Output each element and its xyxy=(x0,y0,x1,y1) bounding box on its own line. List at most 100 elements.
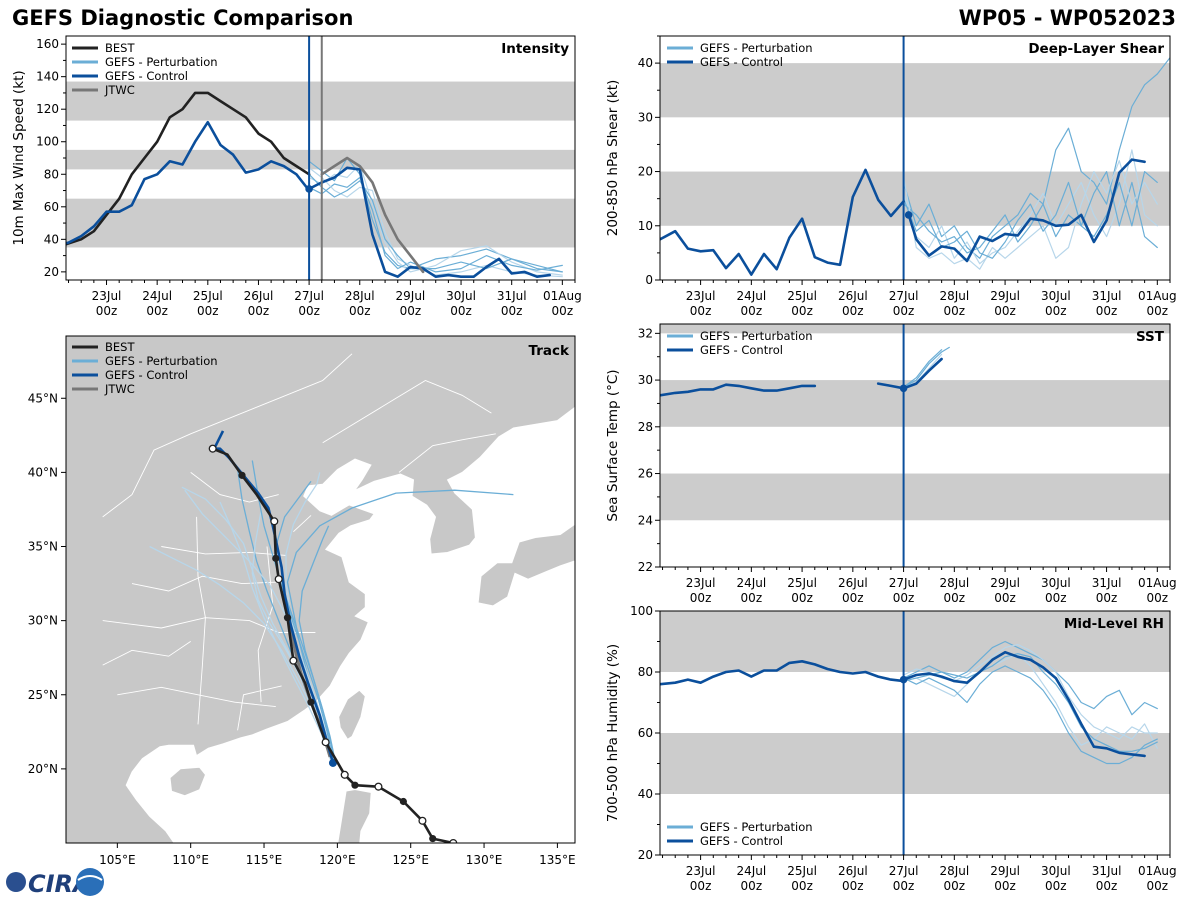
rh-legend-label-0: GEFS - Perturbation xyxy=(700,820,813,834)
intensity-legend-label-2: GEFS - Control xyxy=(105,69,188,83)
intensity-plot-area xyxy=(66,36,575,280)
map-hainan xyxy=(169,766,206,797)
map-boundary-8 xyxy=(102,353,353,518)
map-mainland xyxy=(66,336,575,843)
sst-xtick-hour: 00z xyxy=(994,591,1016,605)
rh-band-1 xyxy=(660,611,1170,672)
track-best-marker-filled-4 xyxy=(283,614,292,622)
intensity-band-2 xyxy=(66,81,575,121)
intensity-init-marker xyxy=(305,185,313,193)
shear-xtick-hour: 00z xyxy=(1147,304,1169,318)
intensity-ytick-label: 100 xyxy=(36,135,59,149)
intensity-xtick-day: 24Jul xyxy=(142,289,172,303)
track-best-marker-filled-5 xyxy=(272,554,280,562)
shear-xtick-day: 28Jul xyxy=(939,289,969,303)
track-best-marker-open-3 xyxy=(340,770,349,779)
shear-ytick-label: 0 xyxy=(645,273,653,287)
sst-xtick-hour: 00z xyxy=(842,591,864,605)
rh-xtick-hour: 00z xyxy=(1096,879,1118,893)
sst-legend-label-1: GEFS - Control xyxy=(700,343,783,357)
sst-ytick-label: 26 xyxy=(638,467,653,481)
track-legend-label-0: BEST xyxy=(105,340,135,354)
sst-band-0 xyxy=(660,473,1170,521)
track-best-marker-filled-2 xyxy=(351,781,359,789)
intensity-ytick-label: 40 xyxy=(44,232,59,246)
intensity-xtick-hour: 00z xyxy=(552,304,574,318)
shear-xtick-day: 27Jul xyxy=(889,289,919,303)
intensity-xtick-hour: 00z xyxy=(298,304,320,318)
sst-frame xyxy=(659,323,1171,568)
map-taiwan xyxy=(338,689,366,740)
sst-xtick-day: 26Jul xyxy=(838,576,868,590)
intensity-xtick-hour: 00z xyxy=(400,304,422,318)
track-best-marker-open-6 xyxy=(274,575,283,584)
track-panel-label: Track xyxy=(529,343,570,359)
rh-xtick-day: 24Jul xyxy=(736,864,766,878)
sst-xtick-hour: 00z xyxy=(1045,591,1067,605)
rh-legend-label-1: GEFS - Control xyxy=(700,834,783,848)
rh-xtick-day: 30Jul xyxy=(1041,864,1071,878)
sst-plot-area xyxy=(660,324,1170,567)
track-best-marker-open-2 xyxy=(374,782,383,791)
rh-series-perturbation-2 xyxy=(902,640,1158,716)
intensity-xtick-hour: 00z xyxy=(146,304,168,318)
storm-id-title: WP05 - WP052023 xyxy=(958,6,1176,30)
sst-xtick-hour: 00z xyxy=(893,591,915,605)
rh-xtick-day: 27Jul xyxy=(889,864,919,878)
rh-series-perturbation-4 xyxy=(902,665,1158,765)
cira-logo-wave xyxy=(77,875,103,881)
sst-series-perturbation-3 xyxy=(902,349,943,388)
sst-xtick-hour: 00z xyxy=(1147,591,1169,605)
rh-xtick-hour: 00z xyxy=(1147,879,1169,893)
rh-xtick-day: 29Jul xyxy=(990,864,1020,878)
sst-panel-label: SST xyxy=(1136,329,1165,345)
cira-logo-globe-right xyxy=(76,868,104,896)
map-boundary-4 xyxy=(196,516,206,725)
shear-series-perturbation-3 xyxy=(902,149,1158,265)
rh-xtick-day: 23Jul xyxy=(686,864,716,878)
sst-ytick-label: 28 xyxy=(638,420,653,434)
intensity-xtick-hour: 00z xyxy=(248,304,270,318)
track-best-marker-filled-0 xyxy=(429,834,437,843)
rh-xtick-hour: 00z xyxy=(944,879,966,893)
intensity-ytick-label: 160 xyxy=(36,37,59,51)
shear-xtick-hour: 00z xyxy=(690,304,712,318)
shear-series-perturbation-2 xyxy=(902,57,1170,259)
sst-xtick-hour: 00z xyxy=(741,591,763,605)
shear-xtick-hour: 00z xyxy=(1096,304,1118,318)
rh-band-0 xyxy=(660,733,1170,794)
track-lat-tick-label: 25°N xyxy=(28,688,58,702)
track-best-marker-filled-3 xyxy=(307,698,315,706)
rh-xtick-hour: 00z xyxy=(842,879,864,893)
intensity-band-0 xyxy=(66,198,575,248)
rh-xtick-hour: 00z xyxy=(994,879,1016,893)
rh-xtick-hour: 00z xyxy=(1045,879,1067,893)
rh-ytick-label: 40 xyxy=(638,787,653,801)
sst-ytick-label: 24 xyxy=(638,513,653,527)
track-perturbation-9 xyxy=(251,460,336,762)
map-boundary-12 xyxy=(237,685,282,731)
figure-title: GEFS Diagnostic Comparison xyxy=(12,6,354,30)
intensity-ytick-label: 60 xyxy=(44,200,59,214)
rh-ylabel: 700-500 hPa Humidity (%) xyxy=(605,644,621,822)
track-perturbation-2 xyxy=(251,510,334,761)
rh-ytick-label: 20 xyxy=(638,848,653,862)
track-best-marker-filled-1 xyxy=(399,797,407,806)
track-lon-tick-label: 135°E xyxy=(539,853,576,867)
map-boundary-3 xyxy=(190,472,279,503)
sst-band-1 xyxy=(660,380,1170,427)
map-boundary-0 xyxy=(102,617,316,633)
rh-series-perturbation-3 xyxy=(902,653,1158,749)
rh-xtick-day: 25Jul xyxy=(787,864,817,878)
shear-panel-label: Deep-Layer Shear xyxy=(1028,41,1164,57)
shear-xtick-day: 30Jul xyxy=(1041,289,1071,303)
intensity-legend-label-0: BEST xyxy=(105,41,135,55)
intensity-xtick-hour: 00z xyxy=(501,304,523,318)
rh-panel: 20 40 60 80 100 700-500 hPa Humidity (%) 23Jul… xyxy=(605,604,1177,893)
rh-xtick-hour: 00z xyxy=(690,879,712,893)
intensity-series-jtwc-3 xyxy=(320,156,425,274)
map-boundary-7 xyxy=(102,641,191,666)
intensity-xtick-day: 01Aug xyxy=(543,289,582,303)
shear-band-1 xyxy=(660,63,1170,118)
